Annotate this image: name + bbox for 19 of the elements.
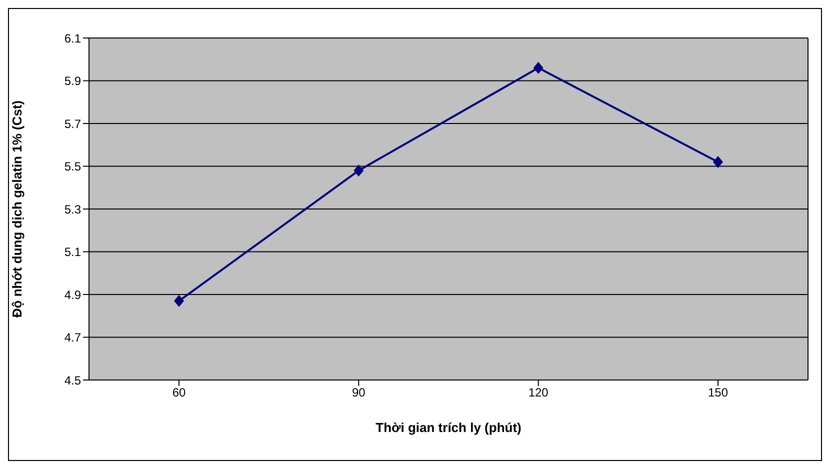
x-tick-label: 120	[528, 386, 549, 400]
point	[533, 62, 544, 74]
y-tick-label: 4.5	[64, 373, 82, 388]
x-tick-label: 90	[352, 386, 366, 400]
y-tick-label: 5.1	[64, 245, 82, 260]
y-axis-title: Độ nhớt dung dịch gelatin 1% (Cst)	[10, 100, 25, 318]
y-tick-label: 5.5	[64, 160, 82, 174]
y-tick-label: 6.1	[64, 31, 82, 46]
x-axis-title: Thời gian trích ly (phút)	[376, 420, 522, 435]
y-tick-label: 5.9	[64, 74, 82, 88]
point	[713, 156, 723, 168]
y-tick-label: 4.9	[64, 288, 82, 302]
x-tick-label: 60	[172, 386, 186, 400]
point	[354, 164, 364, 177]
y-tick-label: 5.7	[64, 116, 82, 131]
point	[174, 294, 184, 307]
x-tick-label: 150	[708, 386, 728, 400]
y-tick-label: 4.7	[64, 330, 82, 345]
y-tick-label: 5.3	[64, 202, 82, 216]
